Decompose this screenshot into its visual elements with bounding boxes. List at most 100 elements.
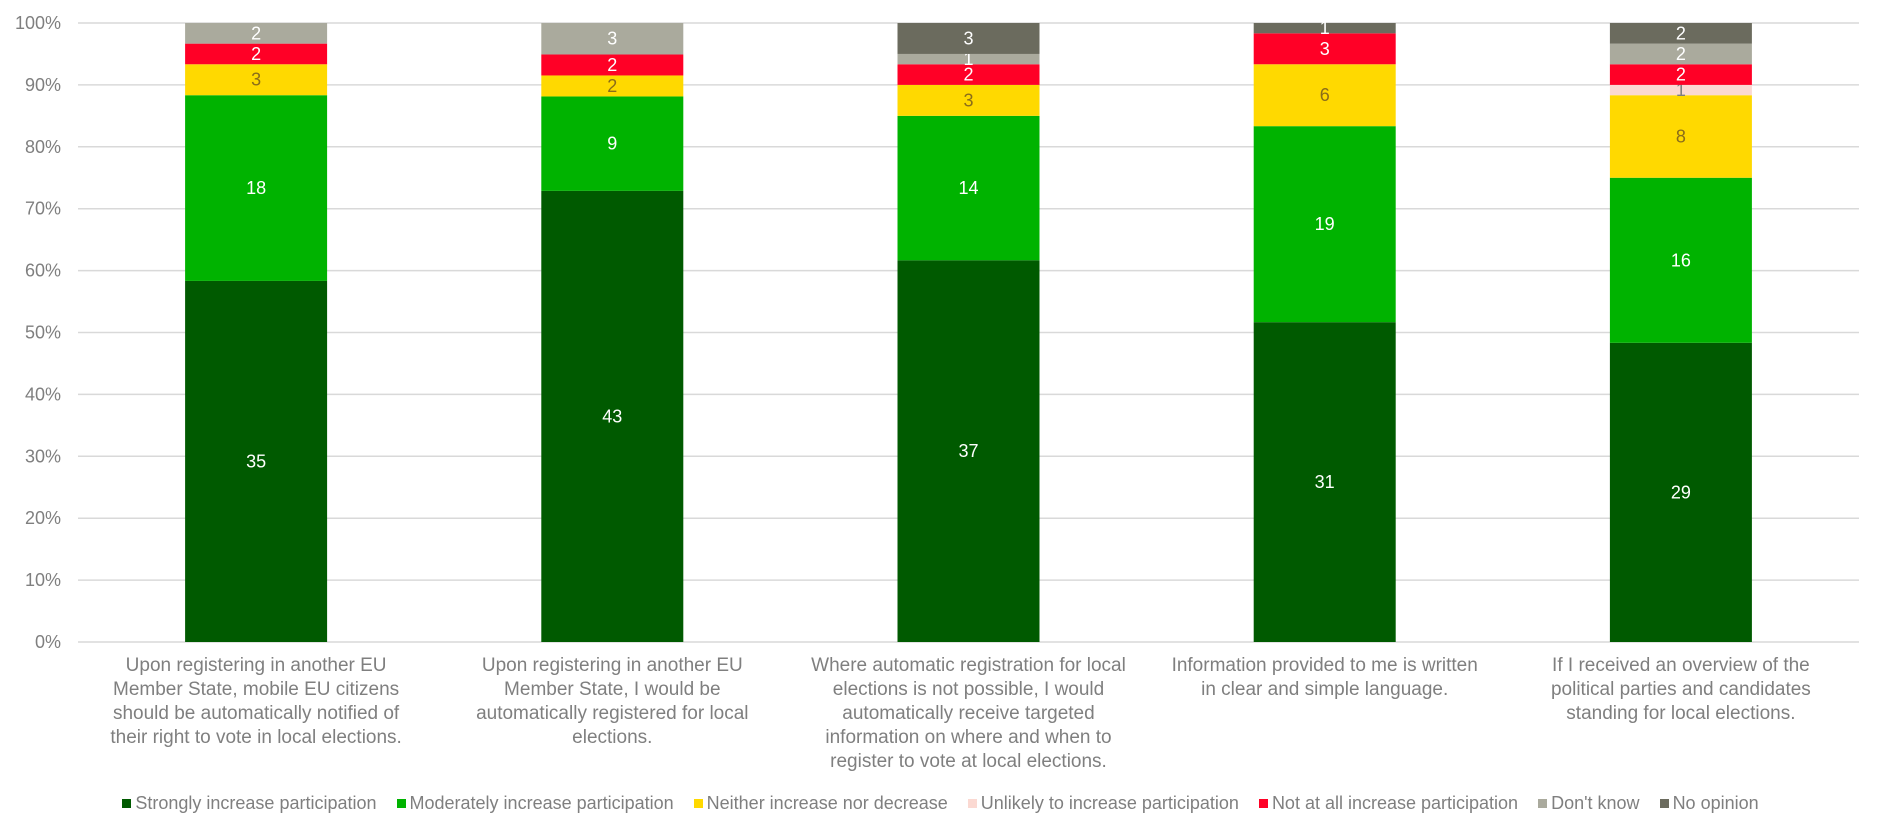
category-label: Information provided to me is written in … bbox=[1150, 654, 1500, 702]
bar-segment bbox=[541, 54, 684, 76]
data-label: 16 bbox=[1671, 250, 1691, 270]
data-label: 1 bbox=[1320, 18, 1330, 38]
data-label: 2 bbox=[607, 55, 617, 75]
y-tick-label: 80% bbox=[25, 137, 61, 157]
category-label-line: Upon registering in another EU bbox=[481, 655, 743, 676]
y-tick-label: 30% bbox=[25, 446, 61, 466]
category-label: Where automatic registration for local el… bbox=[794, 654, 1144, 774]
bar-segment bbox=[185, 43, 328, 65]
legend-swatch bbox=[1659, 799, 1669, 808]
legend-label: No opinion bbox=[1672, 793, 1759, 813]
data-label: 43 bbox=[602, 406, 622, 426]
y-tick-label: 70% bbox=[25, 199, 61, 219]
bar-segment bbox=[897, 64, 1040, 85]
bar-segment bbox=[185, 280, 328, 642]
category-label-line: should be automatically notified of bbox=[112, 703, 400, 724]
legend-item: No opinion bbox=[1659, 793, 1759, 814]
y-tick-label: 60% bbox=[25, 261, 61, 281]
bar-segment bbox=[541, 75, 684, 97]
data-label: 1 bbox=[1676, 80, 1686, 100]
stacked-bar-chart: 0%10%20%30%40%50%60%70%80%90%100%3518322… bbox=[15, 13, 1859, 652]
bar-segment bbox=[1609, 64, 1752, 85]
bar-segment bbox=[897, 115, 1040, 261]
category-label-line: If I received an overview of the bbox=[1552, 655, 1810, 676]
legend-label: Unlikely to increase participation bbox=[980, 793, 1239, 813]
category-label-line: Where automatic registration for local bbox=[811, 655, 1126, 676]
legend-label: Moderately increase participation bbox=[409, 793, 674, 813]
data-label: 31 bbox=[1315, 472, 1335, 492]
category-label-line: elections. bbox=[572, 727, 653, 748]
category-label-line: register to vote at local elections. bbox=[830, 751, 1107, 772]
category-label-line: Information provided to me is written bbox=[1171, 655, 1478, 676]
data-label: 6 bbox=[1320, 85, 1330, 105]
category-label-line: their right to vote in local elections. bbox=[110, 727, 402, 748]
legend-swatch bbox=[122, 799, 132, 808]
data-label: 9 bbox=[607, 134, 617, 154]
category-label: Upon registering in another EU Member Sta… bbox=[81, 654, 431, 750]
data-label: 18 bbox=[246, 178, 266, 198]
y-tick-label: 10% bbox=[25, 570, 61, 590]
data-label: 3 bbox=[963, 28, 973, 48]
data-label: 2 bbox=[251, 23, 261, 43]
data-label: 2 bbox=[251, 44, 261, 64]
data-label: 2 bbox=[1676, 65, 1686, 85]
legend-item: Not at all increase participation bbox=[1258, 793, 1518, 814]
legend-item: Don't know bbox=[1538, 793, 1640, 814]
category-label-line: elections is not possible, I would bbox=[832, 679, 1105, 700]
legend-label: Neither increase nor decrease bbox=[706, 793, 948, 813]
bar-segment bbox=[1609, 95, 1752, 178]
data-label: 2 bbox=[1676, 23, 1686, 43]
data-label: 2 bbox=[607, 76, 617, 96]
bar-segment bbox=[897, 23, 1040, 54]
category-label-line: automatically receive targeted bbox=[842, 703, 1095, 724]
bar-segment bbox=[1609, 342, 1752, 642]
legend-swatch bbox=[693, 799, 703, 808]
data-label: 3 bbox=[251, 70, 261, 90]
bar-segment bbox=[185, 64, 328, 96]
bar-segment bbox=[1609, 177, 1752, 343]
category-label-line: automatically registered for local bbox=[476, 703, 749, 724]
data-label: 3 bbox=[607, 29, 617, 49]
legend-item: Strongly increase participation bbox=[122, 793, 377, 814]
bar-segment bbox=[1609, 43, 1752, 65]
bar-segment bbox=[897, 260, 1040, 642]
legend-swatch bbox=[1538, 799, 1548, 808]
y-tick-label: 40% bbox=[25, 384, 61, 404]
legend-swatch bbox=[967, 799, 977, 808]
category-label-line: information on where and when to bbox=[825, 727, 1112, 748]
bar-segment bbox=[1253, 33, 1396, 65]
bar-segment bbox=[897, 53, 1040, 65]
data-label: 37 bbox=[958, 441, 978, 461]
bar-segment bbox=[541, 190, 684, 642]
data-label: 3 bbox=[1320, 39, 1330, 59]
legend-swatch bbox=[1258, 799, 1268, 808]
bar-segment bbox=[185, 23, 328, 44]
bar-segment bbox=[1253, 64, 1396, 127]
data-label: 29 bbox=[1671, 482, 1691, 502]
y-tick-label: 100% bbox=[15, 13, 61, 33]
bar-segment bbox=[541, 23, 684, 55]
y-tick-label: 0% bbox=[35, 632, 61, 652]
data-label: 8 bbox=[1676, 126, 1686, 146]
category-label-line: Member State, mobile EU citizens bbox=[113, 679, 400, 700]
legend-item: Moderately increase participation bbox=[396, 793, 674, 814]
bar-segment bbox=[185, 95, 328, 281]
category-label-line: Member State, I would be bbox=[504, 679, 721, 700]
data-label: 19 bbox=[1315, 214, 1335, 234]
category-label: If I received an overview of the politica… bbox=[1506, 654, 1856, 726]
category-label-line: Upon registering in another EU bbox=[125, 655, 387, 676]
legend: Strongly increase participation Moderatel… bbox=[0, 793, 1881, 814]
bar-segment bbox=[1253, 23, 1396, 34]
data-label: 3 bbox=[963, 90, 973, 110]
bar-segment bbox=[1253, 322, 1396, 642]
y-tick-label: 90% bbox=[25, 75, 61, 95]
legend-swatch bbox=[396, 799, 406, 808]
bar-segment bbox=[897, 84, 1040, 116]
category-label-line: standing for local elections. bbox=[1566, 703, 1796, 724]
legend-label: Strongly increase participation bbox=[135, 793, 377, 813]
legend-label: Don't know bbox=[1551, 793, 1640, 813]
category-label-line: political parties and candidates bbox=[1550, 679, 1811, 700]
data-label: 35 bbox=[246, 451, 266, 471]
data-label: 1 bbox=[963, 49, 973, 69]
y-tick-label: 50% bbox=[25, 323, 61, 343]
